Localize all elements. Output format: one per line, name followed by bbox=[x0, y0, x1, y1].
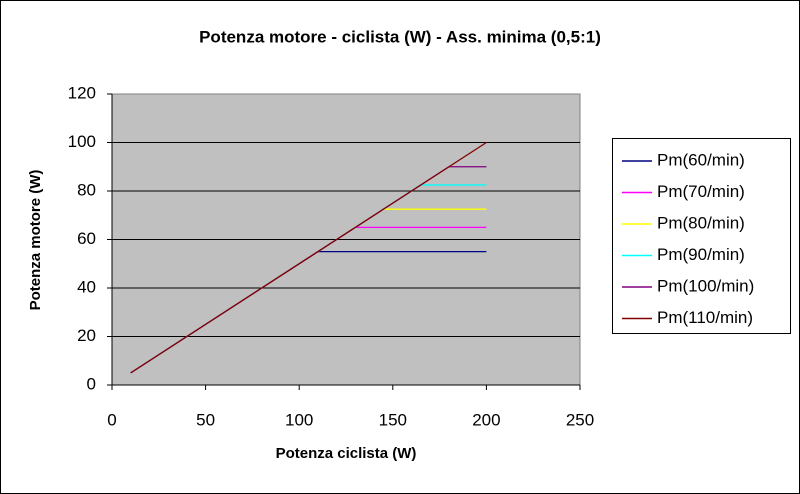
x-tick-label: 250 bbox=[566, 410, 594, 429]
x-tick-label: 100 bbox=[285, 410, 313, 429]
chart-title: Potenza motore - ciclista (W) - Ass. min… bbox=[199, 27, 601, 46]
legend bbox=[612, 138, 791, 334]
y-tick-label: 100 bbox=[68, 132, 96, 151]
y-tick-label: 40 bbox=[77, 277, 96, 296]
legend-label: Pm(80/min) bbox=[657, 213, 745, 232]
y-tick-label: 20 bbox=[77, 326, 96, 345]
legend-label: Pm(70/min) bbox=[657, 182, 745, 201]
x-tick-label: 200 bbox=[472, 410, 500, 429]
y-axis-title: Potenza motore (W) bbox=[27, 170, 44, 311]
legend-label: Pm(90/min) bbox=[657, 245, 745, 264]
series-line bbox=[130, 141, 487, 374]
x-tick-label: 150 bbox=[379, 410, 407, 429]
legend-label: Pm(110/min) bbox=[657, 308, 753, 327]
y-tick-label: 60 bbox=[77, 229, 96, 248]
y-tick-label: 0 bbox=[87, 374, 96, 393]
y-tick-label: 80 bbox=[77, 180, 96, 199]
x-tick-label: 0 bbox=[107, 410, 116, 429]
legend-label: Pm(60/min) bbox=[657, 150, 745, 169]
x-axis-title: Potenza ciclista (W) bbox=[276, 445, 417, 462]
x-tick-label: 50 bbox=[196, 410, 215, 429]
legend-label: Pm(100/min) bbox=[657, 276, 754, 295]
y-tick-label: 120 bbox=[68, 83, 96, 102]
